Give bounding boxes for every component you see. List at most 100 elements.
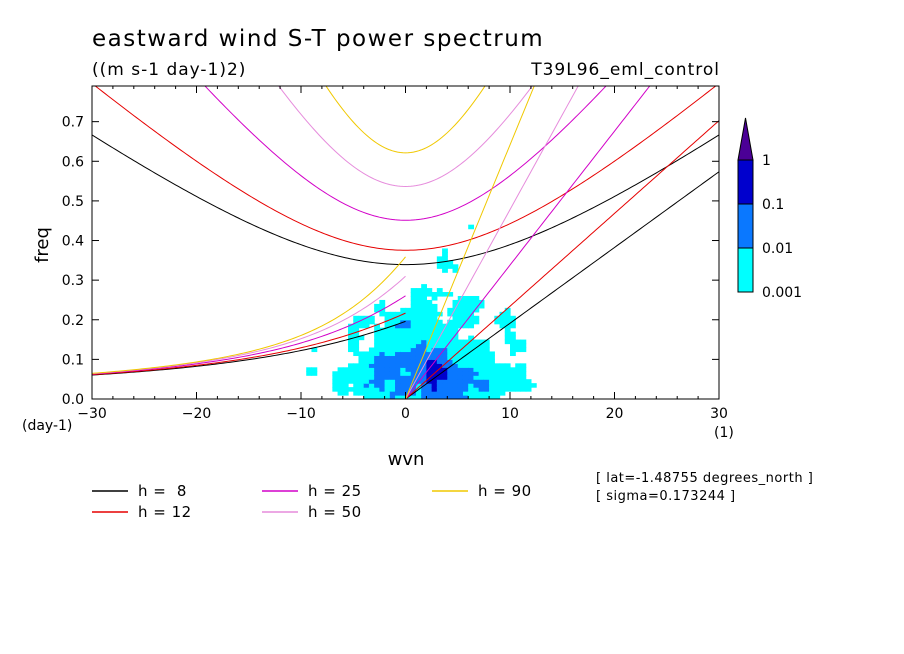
y-tick-label: 0.2 [62, 313, 84, 329]
heatmap-cell [405, 327, 412, 333]
heatmap-cell [510, 351, 516, 357]
heatmap-cell [442, 343, 448, 349]
heatmap-cell [499, 319, 506, 325]
heatmap-cell [426, 359, 433, 364]
dispersion-curves [92, 86, 719, 399]
heatmap-cell [415, 327, 422, 333]
heatmap-cell [384, 339, 391, 345]
heatmap-cell [405, 351, 412, 357]
heatmap-cell [499, 315, 506, 321]
heatmap-cell [389, 359, 396, 364]
heatmap-cell [332, 379, 339, 384]
colorbar-label: 1 [762, 153, 771, 169]
heatmap-cell [421, 375, 427, 380]
heatmap-cell [342, 391, 349, 396]
heatmap-cell [504, 311, 511, 317]
heatmap-cell [442, 347, 448, 353]
heatmap-cell [494, 375, 501, 380]
heatmap-cell [442, 339, 448, 345]
heatmap-cell [457, 351, 464, 357]
y-unit-label: (day-1) [22, 418, 72, 434]
heatmap-cell [504, 363, 511, 368]
heatmap-cell [421, 307, 427, 313]
heatmap-cell [483, 355, 490, 360]
heatmap-cell [510, 335, 516, 341]
heatmap-cell [389, 355, 396, 360]
heatmap-cell [358, 355, 365, 360]
heatmap-cell [468, 387, 475, 392]
heatmap-cell [368, 359, 375, 364]
heatmap-cell [368, 347, 375, 353]
heatmap-cell [510, 323, 516, 329]
heatmap-cell [436, 387, 443, 392]
heatmap-cell [462, 383, 469, 388]
heatmap-cell [468, 355, 475, 360]
heatmap-cell [374, 371, 380, 376]
info-latitude: [ lat=-1.48755 degrees_north ] [596, 471, 813, 486]
heatmap-cell [494, 319, 501, 325]
heatmap-cell [426, 319, 433, 325]
heatmap-cell [379, 339, 386, 345]
heatmap-cell [410, 319, 417, 325]
heatmap-cell [515, 371, 522, 376]
heatmap-cell [400, 339, 407, 345]
heatmap-cell [363, 363, 370, 368]
heatmap-cell [363, 359, 370, 364]
heatmap-cell [442, 363, 448, 368]
heatmap-cell [462, 315, 469, 321]
heatmap-cell [400, 355, 407, 360]
heatmap-cell [489, 355, 495, 360]
heatmap-cell [468, 335, 475, 341]
heatmap-cell [426, 311, 433, 317]
heatmap-cell [494, 363, 501, 368]
chart-title: eastward wind S-T power spectrum [92, 26, 544, 52]
heatmap-cell [415, 355, 422, 360]
heatmap-cell [468, 323, 475, 329]
heatmap-cell [410, 299, 417, 305]
heatmap-cell [489, 383, 495, 388]
heatmap-cell [405, 307, 412, 313]
heatmap-cell [426, 363, 433, 368]
heatmap-cell [358, 363, 365, 368]
heatmap-cell [358, 359, 365, 364]
heatmap-cell [426, 327, 433, 333]
heatmap-cell [483, 383, 490, 388]
heatmap-cell [405, 359, 412, 364]
mrg-wave-curve [92, 320, 406, 376]
heatmap-cell [499, 323, 506, 329]
heatmap-cell [447, 391, 454, 396]
y-tick-label: 0.4 [62, 234, 84, 250]
heatmap-cell [436, 347, 443, 353]
y-tick-label: 0.3 [62, 273, 84, 289]
heatmap-cell [504, 383, 511, 388]
heatmap-cell [405, 347, 412, 353]
heatmap-cell [436, 375, 443, 380]
heatmap-cell [473, 343, 480, 349]
heatmap-cell [410, 323, 417, 329]
heatmap-cell [426, 367, 433, 372]
heatmap-cell [306, 371, 313, 376]
heatmap-cell [389, 387, 396, 392]
heatmap-cell [447, 379, 454, 384]
heatmap-cell [510, 347, 516, 353]
heatmap-cell [368, 391, 375, 396]
heatmap-cell [410, 371, 417, 376]
kelvin-wave-curve [405, 86, 535, 399]
heatmap-cell [384, 319, 391, 325]
heatmap-cell [395, 335, 401, 341]
heatmap-cell [395, 327, 401, 333]
heatmap-cell [374, 303, 380, 309]
heatmap-cell [510, 367, 516, 372]
heatmap-cell [426, 355, 433, 360]
heatmap-cell [436, 311, 443, 317]
y-tick-label: 0.7 [62, 115, 84, 131]
legend-label: h = 8 [138, 482, 187, 500]
heatmap-cell [473, 395, 480, 399]
heatmap-cell [431, 395, 438, 399]
heatmap-cell [468, 391, 475, 396]
heatmap-cell [447, 351, 454, 357]
heatmap-cell [452, 367, 459, 372]
heatmap-cell [400, 363, 407, 368]
heatmap-cell [431, 311, 438, 317]
heatmap-cell [342, 367, 349, 372]
